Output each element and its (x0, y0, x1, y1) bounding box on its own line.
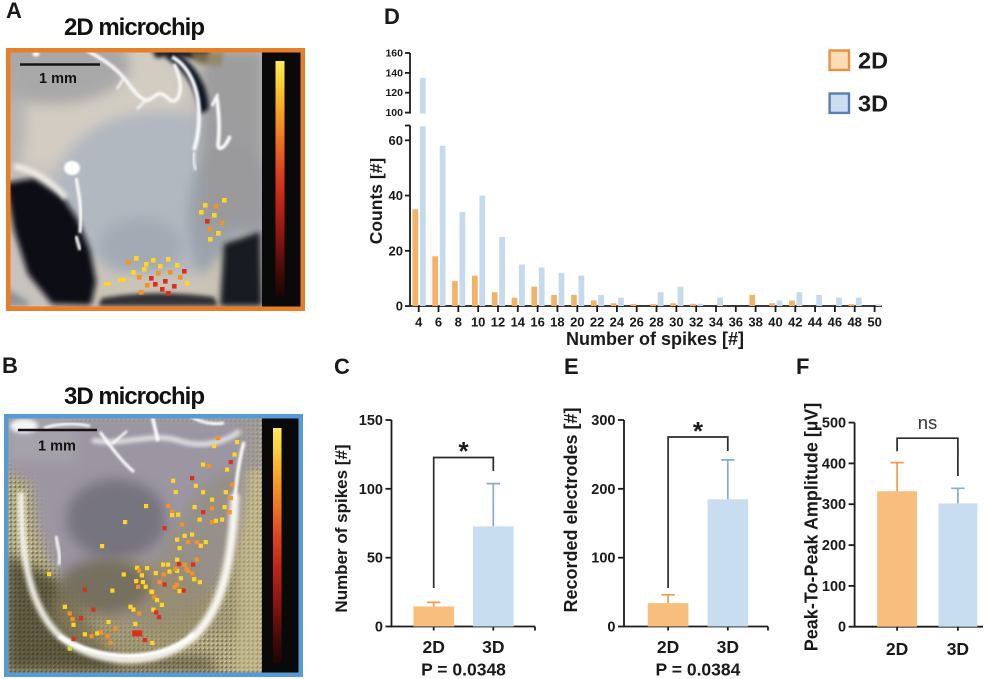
svg-text:400: 400 (822, 456, 846, 472)
svg-text:36: 36 (729, 315, 743, 330)
svg-text:100: 100 (591, 551, 615, 567)
svg-text:38: 38 (748, 315, 762, 330)
svg-text:120: 120 (385, 87, 403, 99)
svg-text:26: 26 (629, 315, 643, 330)
svg-text:40: 40 (389, 188, 403, 203)
svg-text:20: 20 (389, 243, 403, 258)
svg-text:2D: 2D (858, 48, 888, 74)
svg-text:ns: ns (918, 412, 938, 433)
svg-text:E: E (564, 354, 579, 379)
svg-text:200: 200 (822, 538, 846, 554)
svg-text:48: 48 (847, 315, 861, 330)
svg-text:50: 50 (367, 551, 383, 567)
svg-text:*: * (693, 416, 704, 446)
svg-text:Counts [#]: Counts [#] (370, 158, 386, 245)
svg-text:1 mm: 1 mm (39, 71, 77, 87)
svg-text:6: 6 (435, 315, 442, 330)
svg-text:0: 0 (607, 620, 615, 636)
svg-text:300: 300 (591, 413, 615, 429)
svg-text:16: 16 (530, 315, 544, 330)
svg-text:10: 10 (471, 315, 485, 330)
svg-text:100: 100 (822, 579, 846, 595)
svg-text:3D: 3D (482, 637, 504, 657)
svg-text:0: 0 (838, 620, 846, 636)
svg-text:34: 34 (709, 315, 724, 330)
svg-text:18: 18 (550, 315, 564, 330)
svg-text:Number of spikes [#]: Number of spikes [#] (566, 329, 744, 349)
svg-text:28: 28 (649, 315, 663, 330)
svg-text:2D: 2D (423, 637, 445, 657)
svg-text:44: 44 (808, 315, 823, 330)
svg-text:F: F (796, 354, 809, 379)
svg-text:C: C (334, 354, 350, 379)
svg-text:3D: 3D (858, 91, 888, 117)
svg-text:Number of spikes [#]: Number of spikes [#] (332, 444, 351, 612)
svg-text:Recorded electrodes [#]: Recorded electrodes [#] (561, 407, 581, 612)
svg-text:46: 46 (828, 315, 842, 330)
svg-text:500: 500 (822, 416, 846, 432)
svg-text:0: 0 (396, 299, 403, 314)
svg-text:14: 14 (511, 315, 526, 330)
svg-text:160: 160 (385, 48, 403, 60)
svg-text:8: 8 (455, 315, 462, 330)
svg-text:Peak-To-Peak Amplitude [µV]: Peak-To-Peak Amplitude [µV] (802, 403, 822, 651)
svg-text:2D: 2D (886, 639, 908, 659)
svg-text:30: 30 (669, 315, 683, 330)
svg-text:12: 12 (491, 315, 505, 330)
svg-text:200: 200 (591, 482, 615, 498)
svg-text:3D: 3D (947, 639, 969, 659)
svg-text:P = 0.0384: P = 0.0384 (656, 660, 741, 679)
svg-text:50: 50 (867, 315, 881, 330)
svg-text:42: 42 (788, 315, 802, 330)
svg-text:32: 32 (689, 315, 703, 330)
svg-text:0: 0 (375, 620, 383, 636)
svg-text:100: 100 (359, 482, 383, 498)
svg-text:20: 20 (570, 315, 584, 330)
svg-text:3D: 3D (717, 637, 739, 657)
svg-text:2D: 2D (657, 637, 679, 657)
svg-text:300: 300 (822, 497, 846, 513)
svg-text:P = 0.0348: P = 0.0348 (421, 660, 506, 679)
svg-text:D: D (384, 4, 400, 29)
svg-text:140: 140 (385, 67, 403, 79)
svg-text:60: 60 (389, 133, 403, 148)
svg-text:100: 100 (385, 107, 403, 119)
svg-text:1 mm: 1 mm (38, 439, 76, 455)
svg-text:4: 4 (415, 315, 423, 330)
svg-text:150: 150 (359, 413, 383, 429)
svg-text:22: 22 (590, 315, 604, 330)
svg-text:40: 40 (768, 315, 782, 330)
svg-text:24: 24 (610, 315, 625, 330)
svg-text:*: * (458, 436, 469, 466)
